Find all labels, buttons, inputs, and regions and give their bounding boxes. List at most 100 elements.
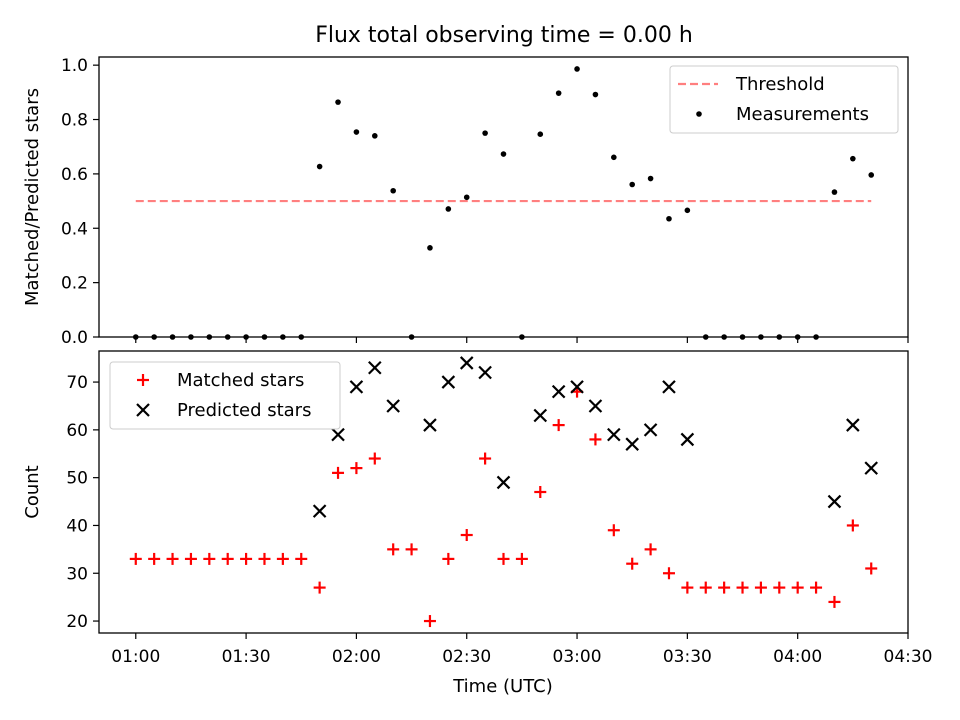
matched-star-point (184, 552, 197, 565)
x-tick-label: 02:30 (442, 647, 491, 667)
predicted-star-point (588, 399, 603, 413)
x-tick-label: 01:30 (222, 647, 271, 667)
measurement-point (316, 163, 323, 170)
matched-star-point (332, 466, 345, 479)
matched-star-point (773, 581, 786, 594)
matched-star-point (166, 552, 179, 565)
measurement-point (574, 66, 580, 72)
bottom-plot-area (129, 356, 879, 628)
top-y-tick-label: 0.2 (61, 274, 88, 294)
predicted-star-point (312, 504, 327, 518)
matched-star-point (240, 552, 253, 565)
top-legend-box (669, 65, 899, 134)
x-tick-label: 04:00 (773, 647, 822, 667)
matched-star-point (754, 581, 767, 594)
bottom-panel: 01:00 01:30 02:00 02:30 03:00 03:30 04:00 04:30… (22, 350, 933, 697)
predicted-star-point (496, 475, 511, 490)
top-y-tick-label: 0.0 (61, 328, 88, 348)
predicted-star-point (331, 427, 345, 442)
top-y-tick-label: 0.4 (61, 219, 88, 239)
x-tick-label: 03:00 (553, 647, 602, 667)
matched-star-point (589, 433, 602, 446)
predicted-star-point (680, 432, 695, 447)
matched-star-point (460, 529, 473, 542)
predicted-star-point (423, 418, 437, 432)
matched-star-point (497, 552, 510, 565)
predicted-star-point (533, 408, 548, 423)
measurement-point (555, 90, 562, 96)
predicted-star-point (827, 494, 842, 509)
predicted-star-point (625, 437, 639, 451)
measurement-point (592, 91, 599, 98)
bottom-y-tick-label: 30 (66, 564, 88, 584)
matched-star-point (387, 543, 400, 556)
top-legend: Threshold Measurements (669, 65, 899, 134)
matched-star-point (203, 552, 216, 565)
legend-measurements-marker (696, 111, 702, 117)
matched-star-point (515, 552, 528, 565)
matched-star-point (552, 419, 565, 432)
matched-star-point (276, 552, 289, 565)
predicted-star-point (864, 461, 879, 475)
matched-star-point (846, 519, 859, 532)
top-y-tick-label: 0.8 (61, 111, 88, 131)
predicted-star-point (846, 418, 860, 432)
x-tick-label: 02:00 (332, 647, 381, 667)
legend-predicted-label: Predicted stars (177, 400, 311, 421)
measurement-point (463, 194, 470, 201)
top-y-tick-label: 0.6 (61, 165, 88, 185)
predicted-star-point (607, 427, 621, 442)
bottom-y-tick-label: 20 (66, 612, 88, 632)
bottom-axes: 01:00 01:30 02:00 02:30 03:00 03:30 04:00 04:30… (66, 373, 932, 667)
legend-matched-marker (137, 374, 149, 386)
matched-star-point (368, 452, 381, 465)
matched-star-point (662, 567, 675, 580)
predicted-star-point (386, 399, 400, 413)
x-tick-label: 01:00 (111, 647, 160, 667)
chart-title: Flux total observing time = 0.00 h (315, 23, 693, 48)
measurement-point (427, 245, 433, 251)
predicted-star-point (441, 375, 456, 389)
measurement-point (647, 175, 654, 182)
legend-matched-plus (137, 374, 149, 386)
measurement-point (371, 133, 378, 139)
matched-star-point (626, 557, 639, 570)
matched-star-point (607, 524, 620, 537)
bottom-y-axis-label: Count (22, 465, 43, 518)
measurement-point (868, 172, 875, 178)
measurement-point (850, 155, 856, 162)
top-panel: 0.0 0.2 0.4 0.6 0.8 1.0 Matched/Predicted sta… (22, 56, 909, 348)
top-y-axis-label: Matched/Predicted stars (22, 88, 43, 306)
matched-star-point (699, 581, 712, 594)
legend-threshold-label: Threshold (735, 74, 825, 95)
bottom-y-tick-label: 60 (66, 421, 88, 441)
matched-star-point (350, 462, 363, 475)
predicted-star-point (478, 365, 492, 380)
bottom-legend: Matched stars Predicted stars (109, 361, 341, 430)
matched-star-point (258, 552, 271, 565)
measurement-point (335, 99, 341, 105)
bottom-y-tick-label: 70 (66, 373, 88, 393)
predicted-star-point (349, 380, 364, 394)
matched-star-point (295, 552, 308, 565)
matched-star-point (442, 552, 455, 565)
measurement-point (666, 215, 672, 222)
measurement-point (684, 207, 691, 214)
matched-star-point (534, 486, 547, 498)
measurement-point (390, 187, 396, 194)
predicted-star-point (551, 384, 566, 399)
top-axes-frame (98, 56, 909, 338)
legend-predicted-x (136, 403, 150, 417)
measurement-point (500, 151, 507, 157)
x-axis-label: Time (UTC) (452, 676, 553, 697)
measurement-point (445, 206, 452, 212)
legend-predicted-marker (136, 403, 150, 417)
predicted-star-point (368, 360, 382, 375)
legend-matched-label: Matched stars (177, 370, 304, 391)
predicted-star-point (662, 380, 676, 394)
x-tick-label: 03:30 (663, 647, 712, 667)
measurement-point (482, 130, 488, 136)
measurement-point (353, 129, 360, 135)
top-y-tick-label: 1.0 (61, 56, 88, 76)
